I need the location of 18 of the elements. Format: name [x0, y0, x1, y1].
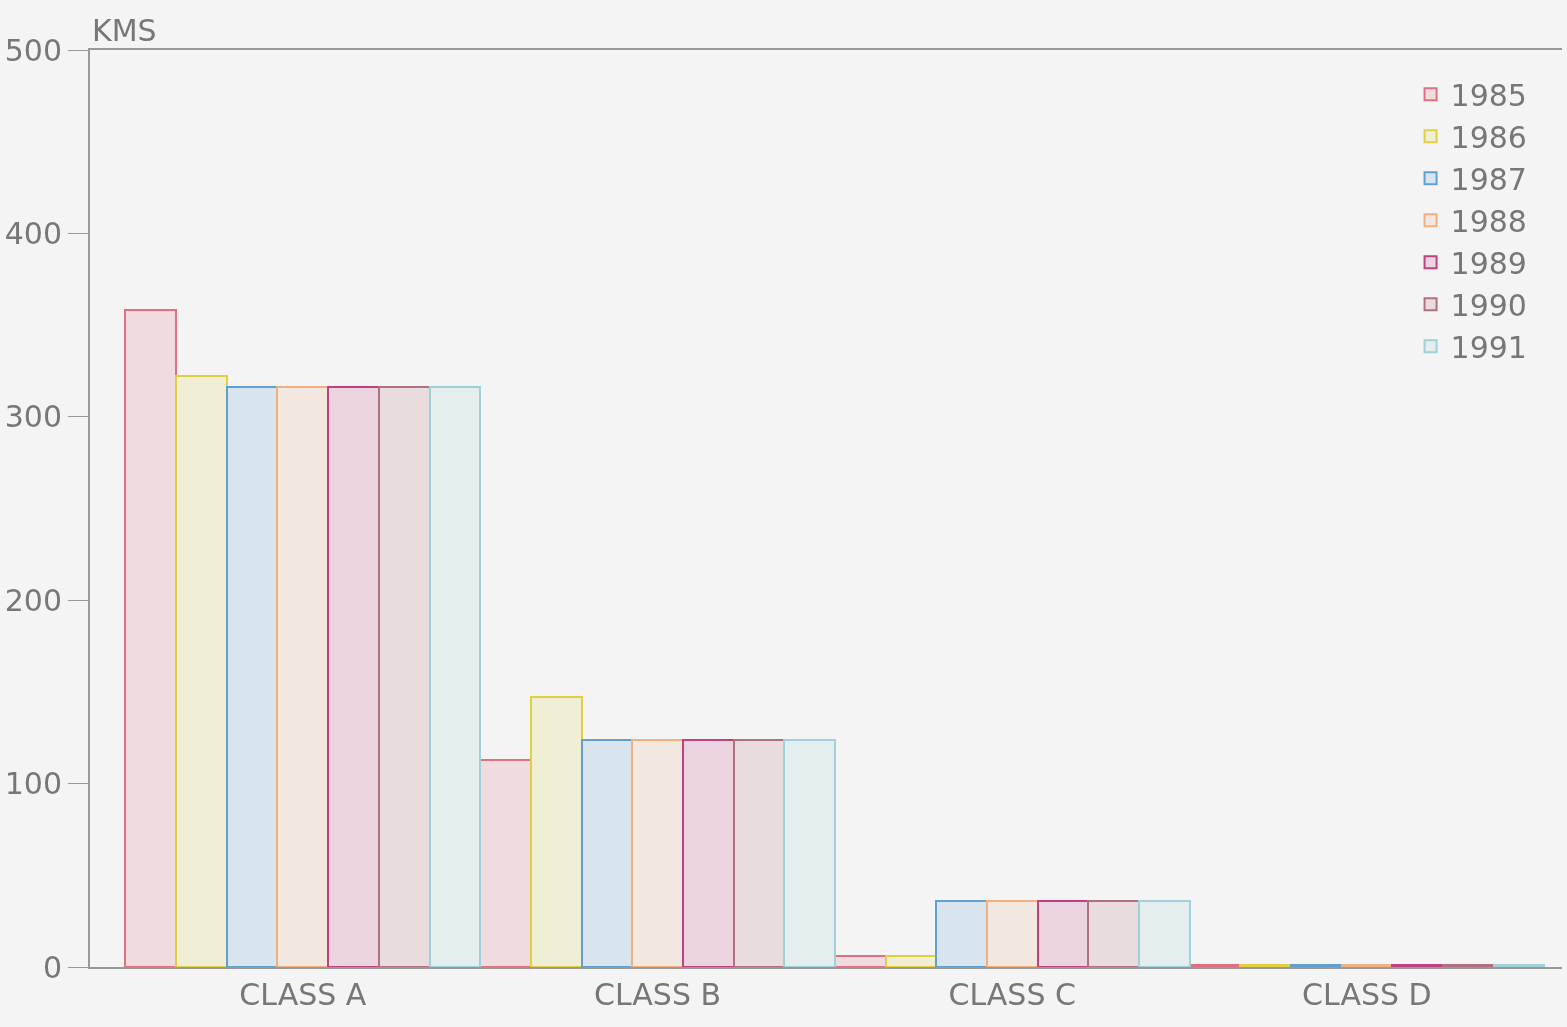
legend-label: 1986: [1450, 120, 1527, 156]
legend-label: 1991: [1450, 330, 1527, 366]
y-tick-label: 100: [4, 766, 62, 802]
y-tick-label: 200: [4, 582, 62, 618]
y-tick-label: 0: [42, 949, 62, 985]
y-tick-label: 300: [4, 399, 62, 435]
legend-label: 1988: [1450, 204, 1527, 240]
legend-label: 1989: [1450, 246, 1527, 282]
x-tick-label: CLASS B: [593, 977, 722, 1012]
y-tick-label: 400: [4, 215, 62, 251]
x-tick-label: CLASS D: [1302, 977, 1432, 1012]
x-tick-label: CLASS A: [239, 977, 367, 1012]
legend-label: 1985: [1450, 78, 1527, 114]
x-tick-label: CLASS C: [948, 977, 1076, 1012]
y-tick-label: 500: [4, 32, 62, 68]
legend-label: 1990: [1450, 288, 1527, 324]
legend-label: 1987: [1450, 162, 1527, 198]
y-axis-title: KMS: [92, 13, 157, 48]
